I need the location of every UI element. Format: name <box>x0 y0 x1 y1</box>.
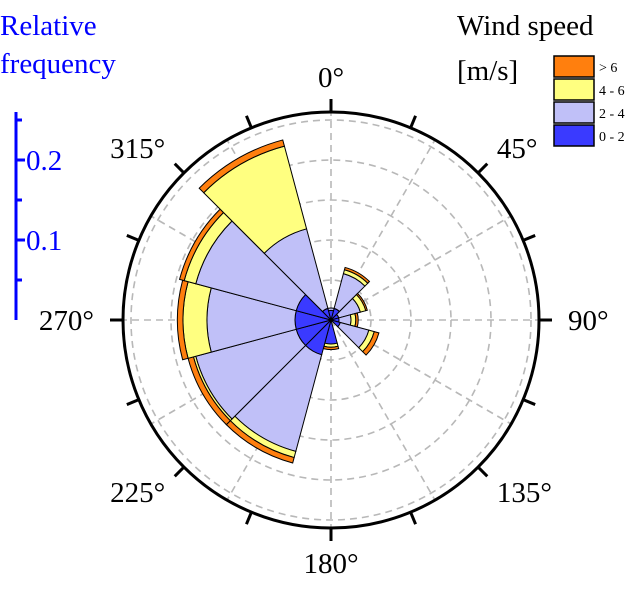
radial-scale-axis: Relative frequency 0.1 0.2 <box>0 10 116 320</box>
polar-frame <box>110 99 552 541</box>
radial-axis-tick-label: 0.1 <box>26 225 62 257</box>
legend-label: 2 - 4 <box>599 107 625 122</box>
angle-tick <box>245 511 253 525</box>
angle-label: 315° <box>110 133 165 165</box>
sector-270-bin-4-6 <box>182 281 212 359</box>
sector-60-bin-gt-6 <box>355 292 368 312</box>
legend-swatch <box>553 101 595 124</box>
sector-330-bin-gt-6 <box>198 139 286 194</box>
angle-label: 270° <box>39 305 94 337</box>
angle-tick <box>522 398 536 406</box>
legend-label: 0 - 2 <box>599 130 625 145</box>
angular-gridline <box>330 215 512 321</box>
legend-title-line-1: Wind speed <box>457 10 594 42</box>
angular-gridline <box>150 215 332 321</box>
angle-tick <box>409 115 417 129</box>
angle-label: 180° <box>303 548 358 580</box>
angle-tick <box>477 466 489 478</box>
sector-120-bin-gt-6 <box>361 330 380 356</box>
angle-tick <box>477 162 489 174</box>
angular-gridline <box>150 319 332 425</box>
angle-labels: 0° 45° 90° 135° 180° 225° 270° 315° <box>39 62 609 580</box>
legend: Wind speed [m/s] > 6 4 - 6 2 - 4 0 - 2 <box>457 10 625 147</box>
angle-tick <box>126 398 140 406</box>
angle-label: 45° <box>497 133 538 165</box>
legend-swatch <box>553 124 595 147</box>
legend-title-line-2: [m/s] <box>457 55 518 87</box>
angle-tick <box>173 466 185 478</box>
angular-gridline <box>330 139 436 321</box>
angle-label: 0° <box>318 62 344 94</box>
legend-label: 4 - 6 <box>599 84 625 99</box>
angular-gridline <box>330 319 436 501</box>
wind-sectors <box>176 139 380 464</box>
radial-gridline <box>250 239 412 401</box>
legend-swatch <box>553 78 595 101</box>
angle-tick <box>126 234 140 242</box>
sector-180-bin-gt-6 <box>322 345 340 351</box>
angle-label: 225° <box>110 477 165 509</box>
angular-gridline <box>226 319 332 501</box>
radial-gridline <box>130 119 532 521</box>
legend-label: > 6 <box>599 61 617 76</box>
sector-90-bin-gt-6 <box>354 312 359 328</box>
angle-tick <box>409 511 417 525</box>
radial-axis-tick-label: 0.2 <box>26 145 62 177</box>
angular-gridline <box>330 319 512 425</box>
angle-label: 90° <box>568 305 609 337</box>
sector-0-bin-2-4 <box>327 307 335 312</box>
radial-axis-title-line-2: frequency <box>0 48 116 80</box>
angle-tick <box>245 115 253 129</box>
sector-30-bin-gt-6 <box>343 266 371 284</box>
angle-tick <box>522 234 536 242</box>
angle-tick <box>173 162 185 174</box>
angle-label: 135° <box>497 477 552 509</box>
radial-axis-title-line-1: Relative <box>0 10 97 42</box>
legend-swatch <box>553 55 595 78</box>
